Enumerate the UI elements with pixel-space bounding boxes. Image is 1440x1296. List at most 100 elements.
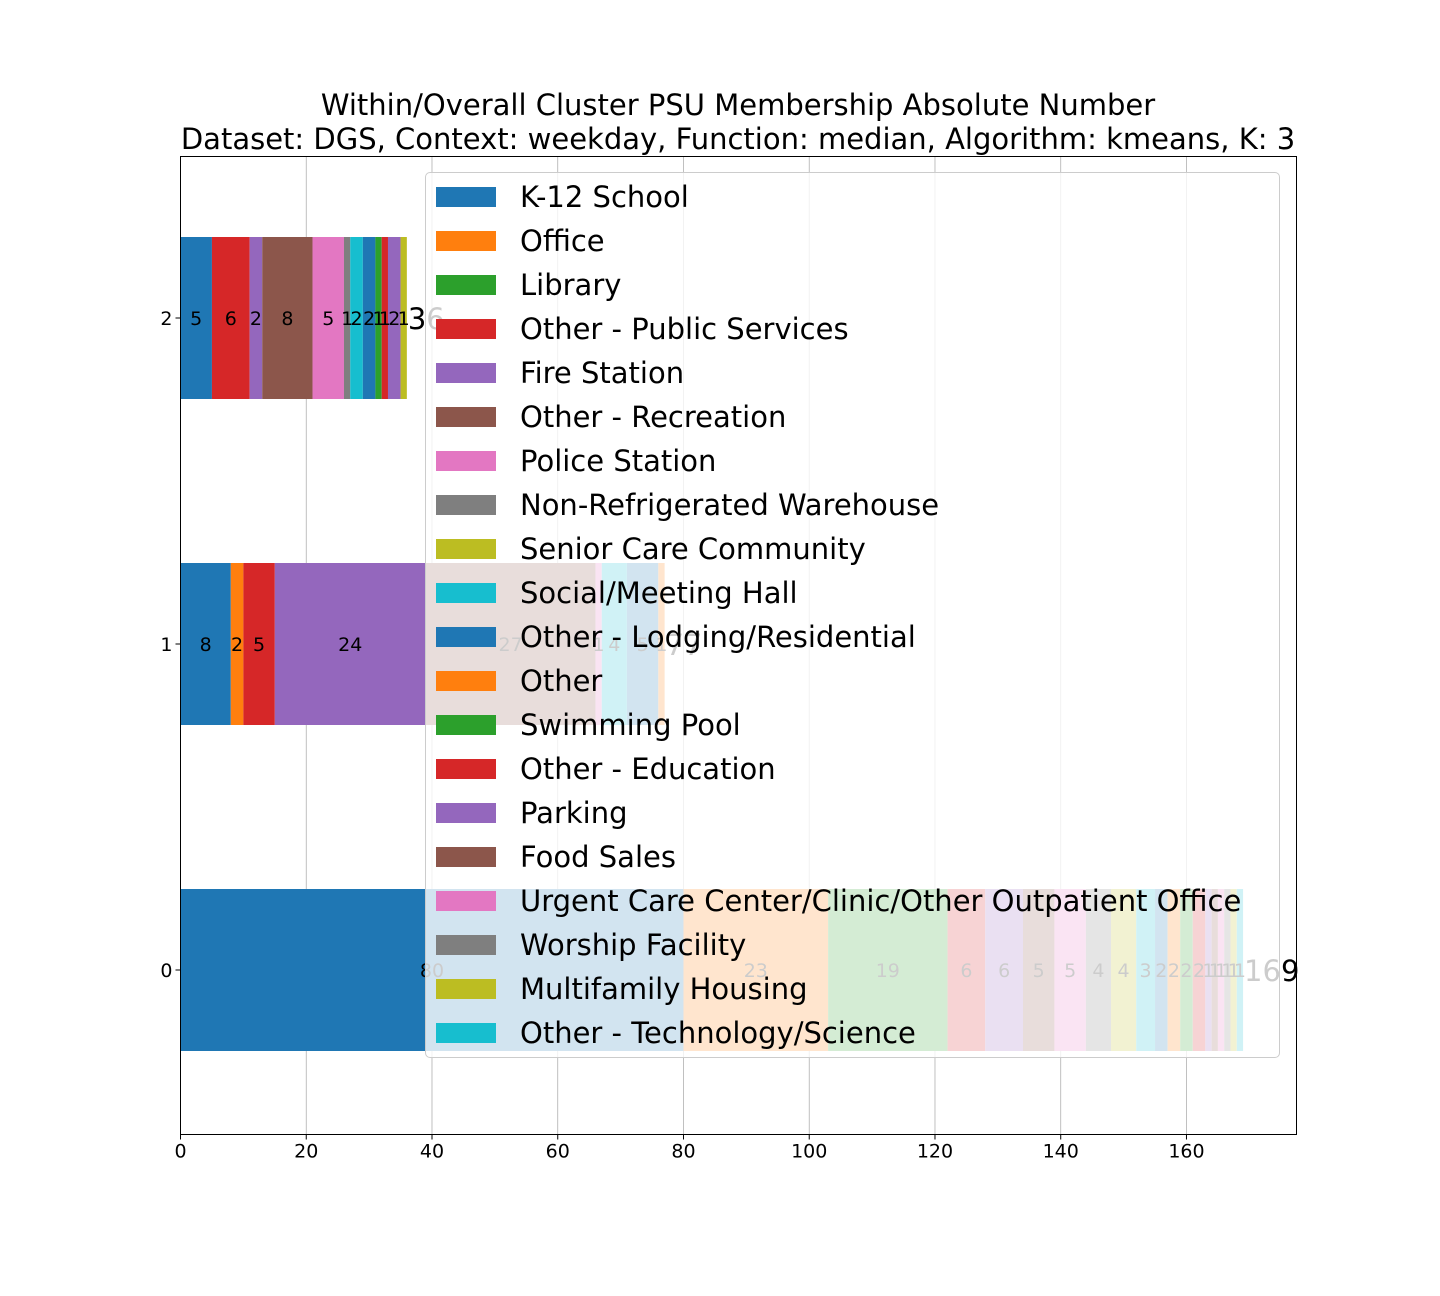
legend-label: Other bbox=[520, 664, 603, 698]
legend-label: Social/Meeting Hall bbox=[520, 576, 798, 610]
segment-value-label: 2 bbox=[388, 308, 400, 330]
legend-item: Other - Public Services bbox=[436, 307, 849, 351]
legend-item: Multifamily Housing bbox=[436, 967, 808, 1011]
bar-segment bbox=[274, 563, 426, 725]
legend-label: Parking bbox=[520, 796, 628, 830]
legend-swatch bbox=[436, 495, 496, 515]
legend-swatch bbox=[436, 935, 496, 955]
legend-swatch bbox=[436, 451, 496, 471]
segment-value-label: 2 bbox=[350, 308, 362, 330]
legend-swatch bbox=[436, 187, 496, 207]
y-tick-label: 2 bbox=[160, 308, 172, 330]
x-tick-label: 20 bbox=[294, 1141, 318, 1163]
segment-value-label: 1 bbox=[341, 308, 353, 330]
segment-value-label: 2 bbox=[250, 308, 262, 330]
bar-segment bbox=[381, 237, 388, 399]
legend-swatch bbox=[436, 319, 496, 339]
segment-value-label: 1 bbox=[398, 308, 410, 330]
legend-label: Other - Public Services bbox=[520, 312, 849, 346]
bar-segment bbox=[400, 237, 407, 399]
bar-segment bbox=[230, 563, 244, 725]
legend-label: Other - Lodging/Residential bbox=[520, 620, 916, 654]
segment-value-label: 5 bbox=[322, 308, 334, 330]
legend-label: Other - Education bbox=[520, 752, 776, 786]
x-tick-label: 100 bbox=[791, 1141, 827, 1163]
legend-label: Other - Recreation bbox=[520, 400, 787, 434]
legend-swatch bbox=[436, 539, 496, 559]
bar-segment bbox=[362, 237, 376, 399]
legend-label: Library bbox=[520, 268, 622, 302]
bar-segment bbox=[262, 237, 313, 399]
x-tick-label: 60 bbox=[546, 1141, 570, 1163]
segment-value-label: 1 bbox=[379, 308, 391, 330]
legend-swatch bbox=[436, 627, 496, 647]
legend-label: Multifamily Housing bbox=[520, 972, 808, 1006]
legend-item: Parking bbox=[436, 791, 628, 835]
bar-segment bbox=[249, 237, 263, 399]
bar-segment bbox=[243, 563, 275, 725]
legend-item: Food Sales bbox=[436, 835, 676, 879]
bar-segment bbox=[211, 237, 250, 399]
legend-swatch bbox=[436, 847, 496, 867]
y-tick-label: 0 bbox=[160, 960, 172, 982]
bar-segment bbox=[312, 237, 344, 399]
plot-frame bbox=[180, 156, 1297, 1135]
legend-label: K-12 School bbox=[520, 180, 689, 214]
x-tick-label: 140 bbox=[1043, 1141, 1079, 1163]
bar-segment bbox=[350, 237, 363, 399]
legend-swatch bbox=[436, 583, 496, 603]
y-tick-label: 1 bbox=[160, 634, 172, 656]
legend-label: Non-Refrigerated Warehouse bbox=[520, 488, 940, 522]
legend-item: Fire Station bbox=[436, 351, 684, 395]
legend-swatch bbox=[436, 803, 496, 823]
bar-segment bbox=[180, 237, 212, 399]
x-tick-label: 0 bbox=[174, 1141, 186, 1163]
legend-item: Other bbox=[436, 659, 602, 703]
legend-swatch bbox=[436, 715, 496, 735]
segment-value-label: 2 bbox=[363, 308, 375, 330]
bar-segment bbox=[343, 237, 351, 399]
x-tick-label: 80 bbox=[671, 1141, 695, 1163]
legend-item: Worship Facility bbox=[436, 923, 746, 967]
x-tick-label: 40 bbox=[420, 1141, 444, 1163]
legend-item: Other - Education bbox=[436, 747, 776, 791]
legend-item: Social/Meeting Hall bbox=[436, 571, 798, 615]
legend-swatch bbox=[436, 275, 496, 295]
legend-item: Non-Refrigerated Warehouse bbox=[436, 483, 939, 527]
legend-label: Senior Care Community bbox=[520, 532, 866, 566]
legend-item: Office bbox=[436, 219, 605, 263]
legend: K-12 School Office Library Other - Public S… bbox=[425, 172, 1280, 1058]
x-tick-label: 160 bbox=[1168, 1141, 1204, 1163]
segment-value-label: 5 bbox=[253, 634, 265, 656]
segment-value-label: 5 bbox=[190, 308, 202, 330]
legend-swatch bbox=[436, 891, 496, 911]
legend-item: Urgent Care Center/Clinic/Other Outpatie… bbox=[436, 879, 1241, 923]
legend-item: Other - Recreation bbox=[436, 395, 786, 439]
legend-label: Police Station bbox=[520, 444, 717, 478]
segment-value-label: 24 bbox=[338, 634, 362, 656]
chart-title: Within/Overall Cluster PSU Membership Ab… bbox=[320, 88, 1156, 122]
legend-item: Swimming Pool bbox=[436, 703, 741, 747]
legend-label: Other - Technology/Science bbox=[520, 1016, 916, 1050]
bar-segment bbox=[375, 237, 382, 399]
segment-value-label: 8 bbox=[281, 308, 293, 330]
chart-subtitle: Dataset: DGS, Context: weekday, Function… bbox=[180, 122, 1296, 156]
segment-value-label: 2 bbox=[231, 634, 243, 656]
legend-swatch bbox=[436, 231, 496, 251]
legend-label: Office bbox=[520, 224, 605, 258]
legend-item: Police Station bbox=[436, 439, 716, 483]
legend-item: K-12 School bbox=[436, 175, 689, 219]
legend-item: Library bbox=[436, 263, 621, 307]
segment-value-label: 6 bbox=[225, 308, 237, 330]
legend-swatch bbox=[436, 407, 496, 427]
legend-label: Urgent Care Center/Clinic/Other Outpatie… bbox=[520, 884, 1242, 918]
legend-label: Worship Facility bbox=[520, 928, 747, 962]
bar-segment bbox=[180, 563, 231, 725]
legend-item: Other - Lodging/Residential bbox=[436, 615, 916, 659]
legend-swatch bbox=[436, 671, 496, 691]
segment-value-label: 1 bbox=[373, 308, 385, 330]
legend-label: Fire Station bbox=[520, 356, 685, 390]
legend-swatch bbox=[436, 979, 496, 999]
legend-label: Food Sales bbox=[520, 840, 676, 874]
